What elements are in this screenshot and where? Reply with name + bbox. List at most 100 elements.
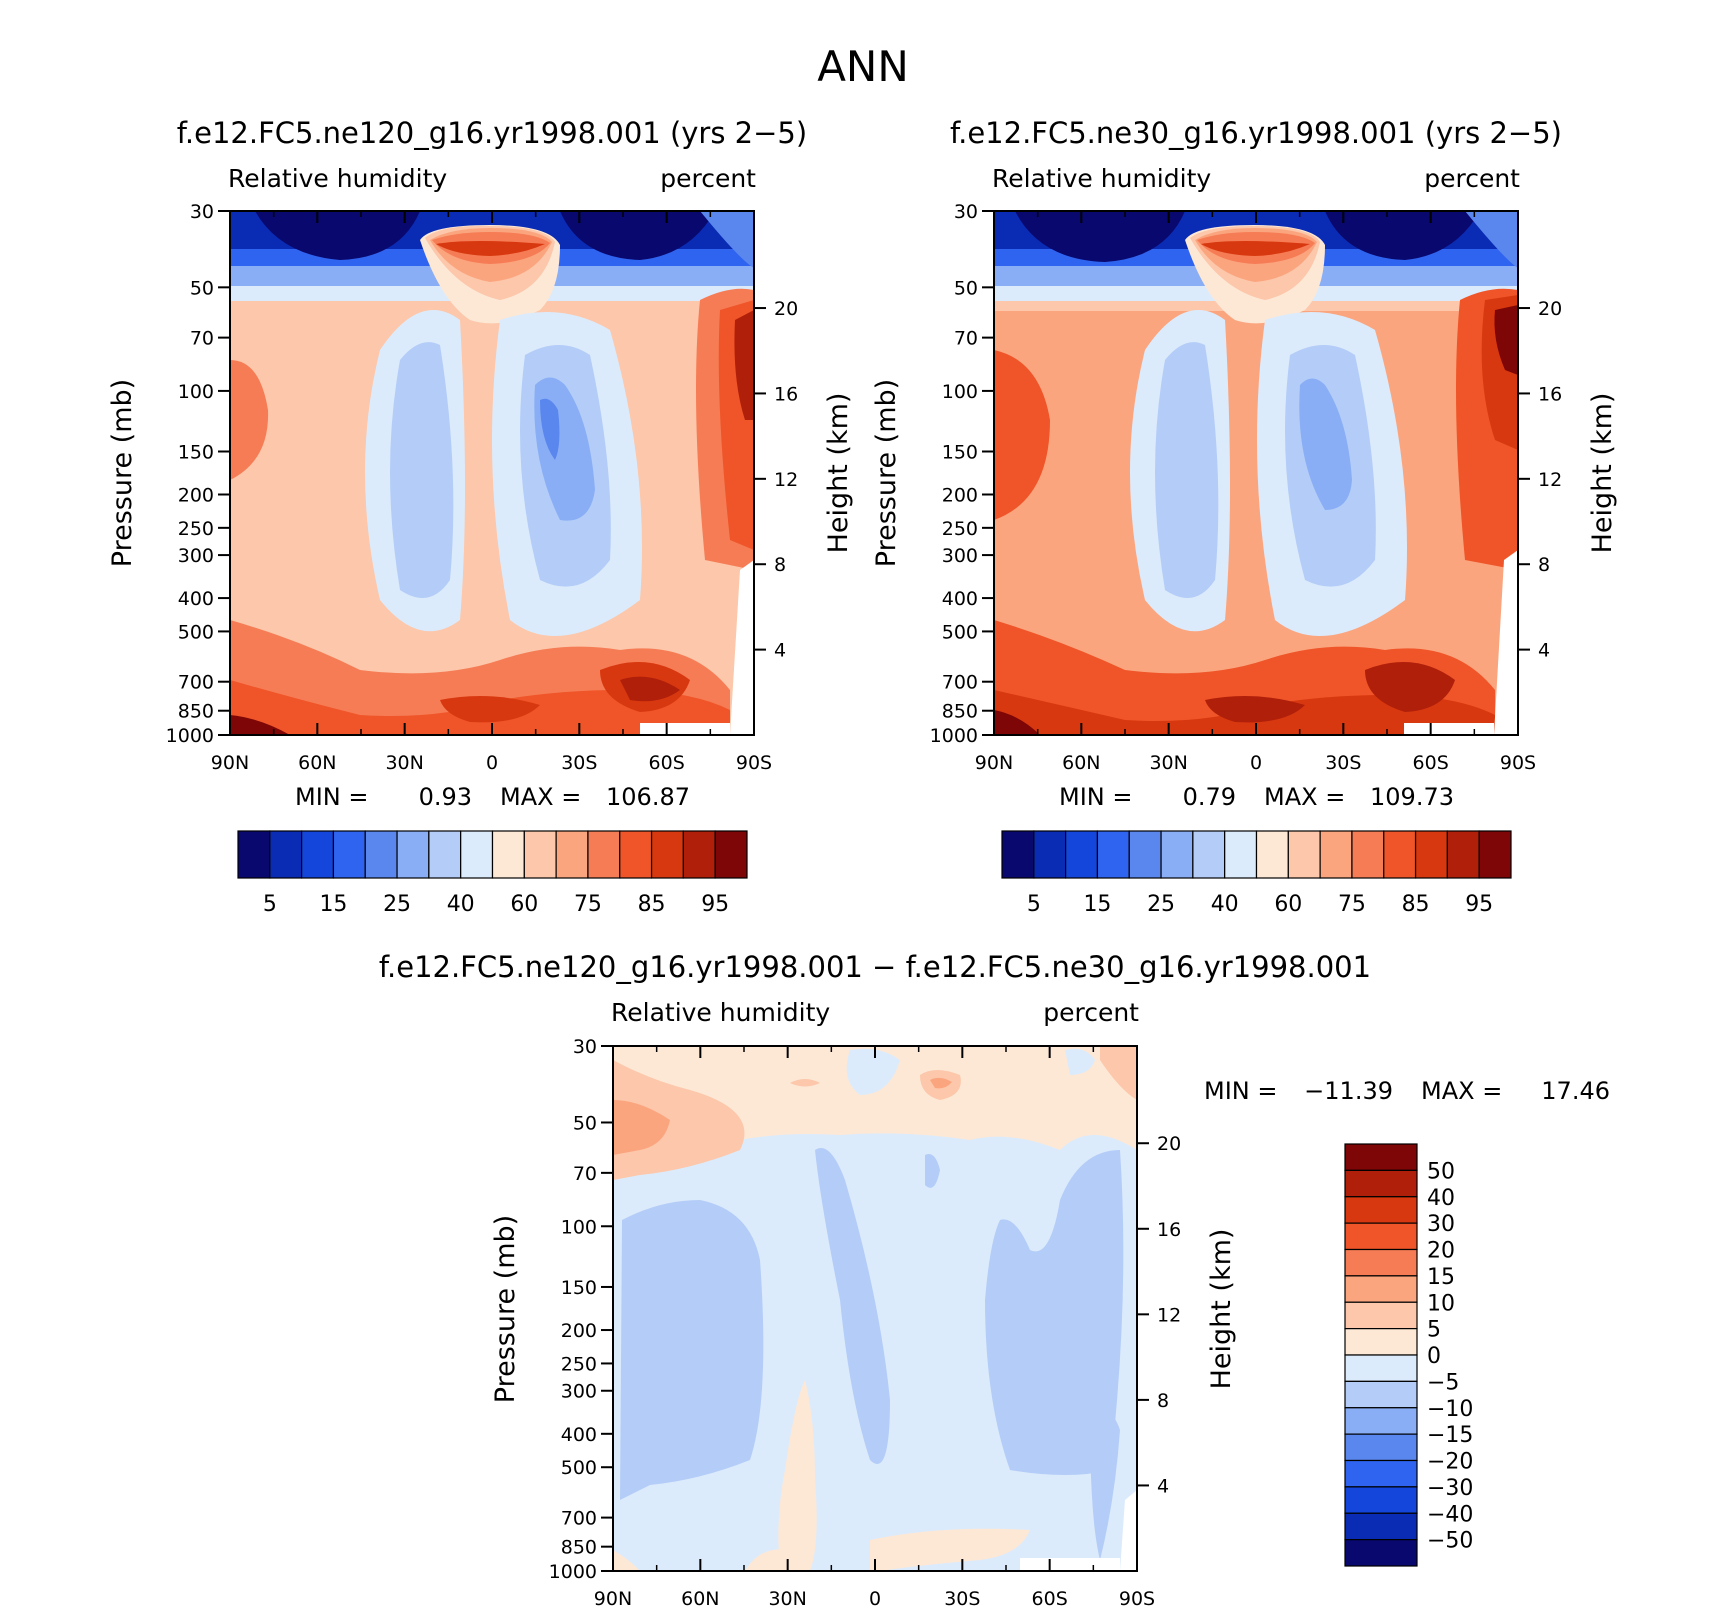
- contour-band: [778, 1380, 817, 1571]
- contour-band: [436, 241, 545, 256]
- contour-band: [255, 211, 420, 260]
- contour-band: [613, 1046, 1137, 1170]
- y-tick-label: 300: [178, 545, 214, 567]
- colorbar-label: 15: [1427, 1265, 1455, 1290]
- colorbar-label: 20: [1427, 1239, 1455, 1264]
- variable-label: Relative humidity: [992, 164, 1211, 193]
- page-title: ANN: [817, 42, 909, 91]
- variable-label: Relative humidity: [228, 164, 447, 193]
- x-tick-label: 90N: [211, 752, 249, 774]
- colorbar-label: −50: [1427, 1529, 1473, 1554]
- panel-ne30: f.e12.FC5.ne30_g16.yr1998.001 (yrs 2−5) …: [871, 116, 1618, 917]
- colorbar-swatch: [1446, 830, 1480, 879]
- x-tick-label: 60N: [1062, 752, 1100, 774]
- y2-tick-label: 8: [1538, 554, 1550, 576]
- max-label: MAX =: [500, 783, 581, 811]
- colorbar-label: 50: [1427, 1159, 1455, 1184]
- colorbar-swatch: [1344, 1169, 1418, 1198]
- y2-tick-label: 16: [1157, 1219, 1181, 1241]
- y-tick-label: 150: [178, 442, 214, 464]
- colorbar-label: 15: [319, 892, 347, 917]
- colorbar: 5 15 25 40 60 75 85 95: [1001, 830, 1512, 917]
- y2-tick-label: 16: [774, 383, 798, 405]
- variable-label: Relative humidity: [611, 998, 830, 1027]
- y-tick-label: 500: [942, 621, 978, 643]
- y-tick-label: 30: [190, 201, 214, 223]
- contour-band: [734, 310, 754, 420]
- y-tick-label: 500: [561, 1457, 597, 1479]
- colorbar-label: 30: [1427, 1212, 1455, 1237]
- colorbar-label: 75: [1338, 892, 1366, 917]
- max-value: 17.46: [1541, 1077, 1610, 1105]
- panel-difference: f.e12.FC5.ne120_g16.yr1998.001 − f.e12.F…: [379, 950, 1610, 1606]
- colorbar-swatch: [1344, 1354, 1418, 1382]
- x-tick-label: 30S: [944, 1588, 980, 1606]
- min-value: −11.39: [1304, 1077, 1393, 1105]
- x-tick-label: 60S: [649, 752, 685, 774]
- y-tick-label: 100: [942, 381, 978, 403]
- colorbar-label: 15: [1083, 892, 1111, 917]
- colorbar-swatch: [1344, 1275, 1418, 1303]
- colorbar-label: 95: [1465, 892, 1493, 917]
- colorbar-swatch: [1344, 1196, 1418, 1224]
- colorbar-swatch: [1344, 1539, 1418, 1567]
- units-label: percent: [1424, 164, 1520, 193]
- y-tick-label: 500: [178, 621, 214, 643]
- missing-region: [640, 723, 730, 735]
- contour-band: [994, 350, 1050, 520]
- contour-band: [613, 1060, 745, 1180]
- colorbar-swatch: [364, 830, 398, 879]
- y2-tick-label: 16: [1538, 383, 1562, 405]
- axes: 90N 60N 30N 0 30S 60S 90S 30 50 70 100 150 200 250 300…: [930, 201, 1563, 774]
- contour-band: [815, 1148, 890, 1464]
- colorbar-swatch: [396, 830, 430, 879]
- colorbar-label: −10: [1427, 1397, 1473, 1422]
- colorbar-swatch: [555, 830, 589, 879]
- x-tick-label: 60S: [1413, 752, 1449, 774]
- y2-tick-label: 12: [774, 469, 798, 491]
- x-tick-label: 0: [486, 752, 498, 774]
- y2-tick-label: 20: [774, 298, 798, 320]
- colorbar-swatch: [1414, 830, 1448, 879]
- colorbar-label: −15: [1427, 1423, 1473, 1448]
- colorbar-label: 5: [1427, 1318, 1441, 1343]
- contour-band: [1465, 211, 1518, 268]
- x-tick-label: 60S: [1032, 1588, 1068, 1606]
- colorbar-swatch: [1351, 830, 1385, 879]
- colorbar-label: −30: [1427, 1476, 1473, 1501]
- contour-band: [620, 676, 680, 702]
- contour-band: [1100, 1046, 1137, 1100]
- colorbar-label: 5: [263, 892, 277, 917]
- y-tick-label: 700: [942, 672, 978, 694]
- y-tick-label: 700: [561, 1508, 597, 1530]
- colorbar-label: 85: [638, 892, 666, 917]
- colorbar-swatch: [301, 830, 335, 879]
- colorbar-swatch: [682, 830, 716, 879]
- y-tick-label: 1000: [930, 725, 978, 747]
- x-tick-label: 90N: [975, 752, 1013, 774]
- colorbar-label: −5: [1427, 1370, 1459, 1395]
- colorbar-label: 5: [1027, 892, 1041, 917]
- contour-band: [1090, 1412, 1120, 1560]
- missing-region: [1404, 723, 1494, 735]
- colorbar-swatch: [1344, 1433, 1418, 1462]
- colorbar-label: 40: [447, 892, 475, 917]
- min-label: MIN =: [1204, 1077, 1277, 1105]
- colorbar-swatch: [587, 830, 621, 879]
- colorbar-swatch: [1344, 1301, 1418, 1330]
- y2-tick-label: 4: [1157, 1475, 1169, 1497]
- colorbar-swatch: [1344, 1459, 1418, 1488]
- contour-band: [1325, 211, 1480, 260]
- colorbar-swatch: [1192, 830, 1226, 879]
- y-tick-label: 250: [178, 518, 214, 540]
- y-tick-label: 200: [178, 484, 214, 506]
- contour-band: [613, 1100, 670, 1155]
- y2-axis-label: Height (km): [823, 393, 854, 554]
- y2-axis-label: Height (km): [1587, 393, 1618, 554]
- y-tick-label: 200: [561, 1320, 597, 1342]
- colorbar-swatch: [1344, 1248, 1418, 1277]
- colorbar-label: 95: [701, 892, 729, 917]
- colorbar-swatch: [1478, 830, 1512, 879]
- contour-band: [540, 398, 560, 460]
